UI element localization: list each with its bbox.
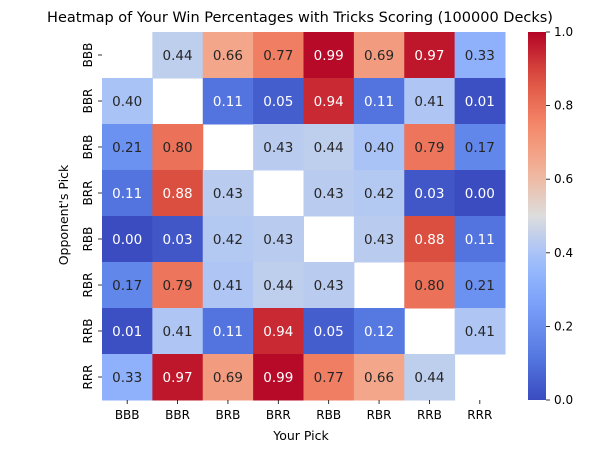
x-axis-label: Your Pick	[272, 428, 329, 443]
x-axis-ticks: BBB BBR BRB BRR RBB RBR RRB RRR	[115, 400, 492, 422]
cell-value-label: 0.88	[414, 232, 444, 248]
y-tick-label: RRR	[81, 364, 95, 389]
cell-value-label: 0.44	[263, 278, 293, 294]
cell-value-label: 0.99	[263, 370, 293, 386]
cell-value-label: 0.43	[263, 140, 293, 156]
cell-value-label: 0.41	[163, 324, 193, 340]
cell-value-label: 0.33	[465, 48, 495, 64]
cell-value-label: 0.88	[163, 186, 193, 202]
cell-value-label: 0.43	[314, 278, 344, 294]
cell-value-label: 0.66	[213, 48, 243, 64]
cell-value-label: 0.43	[314, 186, 344, 202]
cell-value-label: 0.77	[263, 48, 293, 64]
cell-value-label: 0.80	[414, 278, 444, 294]
cell-value-label: 0.21	[112, 140, 142, 156]
cell-value-label: 0.44	[414, 370, 444, 386]
y-tick-label: BRB	[81, 135, 95, 160]
y-tick-label: BRR	[81, 181, 95, 206]
y-tick-label: RBR	[81, 273, 95, 298]
cell-value-label: 0.11	[364, 94, 394, 110]
cell-value-label: 0.11	[213, 324, 243, 340]
cell-value-label: 0.43	[364, 232, 394, 248]
colorbar-gradient	[528, 32, 546, 400]
cell-value-label: 0.79	[163, 278, 193, 294]
cell-value-label: 0.43	[213, 186, 243, 202]
cell-value-label: 0.11	[213, 94, 243, 110]
heatmap-cells: 0.44 0.66 0.77 0.99 0.69 0.97 0.33 0.40 0.11 0.05…	[102, 32, 506, 401]
cell-value-label: 0.94	[263, 324, 293, 340]
cell-value-label: 0.05	[314, 324, 344, 340]
cell-value-label: 0.00	[112, 232, 142, 248]
cell-value-label: 0.17	[465, 140, 495, 156]
cell-value-label: 0.03	[163, 232, 193, 248]
x-tick-label: BRB	[216, 408, 241, 422]
x-tick-label: RRR	[467, 408, 492, 422]
colorbar-tick-label: 0.2	[554, 319, 573, 333]
cell-value-label: 0.66	[364, 370, 394, 386]
y-tick-label: BBB	[81, 43, 95, 68]
cell-value-label: 0.03	[414, 186, 444, 202]
cell-value-label: 0.80	[163, 140, 193, 156]
cell-value-label: 0.94	[314, 94, 344, 110]
cell-value-label: 0.17	[112, 278, 142, 294]
cell-value-label: 0.99	[314, 48, 344, 64]
cell-value-label: 0.41	[465, 324, 495, 340]
colorbar-tick-label: 0.6	[554, 172, 573, 186]
cell-value-label: 0.69	[364, 48, 394, 64]
cell-value-label: 0.43	[263, 232, 293, 248]
cell-value-label: 0.44	[314, 140, 344, 156]
cell-value-label: 0.00	[465, 186, 495, 202]
cell-value-label: 0.42	[213, 232, 243, 248]
cell-value-label: 0.01	[465, 94, 495, 110]
cell-value-label: 0.42	[364, 186, 394, 202]
cell-value-label: 0.40	[364, 140, 394, 156]
cell-value-label: 0.11	[465, 232, 495, 248]
cell-value-label: 0.41	[213, 278, 243, 294]
y-tick-label: BBR	[81, 89, 95, 114]
x-tick-label: RBB	[316, 408, 341, 422]
x-tick-label: BRR	[266, 408, 291, 422]
cell-value-label: 0.97	[163, 370, 193, 386]
colorbar-tick-label: 1.0	[554, 25, 573, 39]
chart-title: Heatmap of Your Win Percentages with Tri…	[47, 10, 553, 26]
cell-value-label: 0.21	[465, 278, 495, 294]
cell-value-label: 0.01	[112, 324, 142, 340]
cell-value-label: 0.69	[213, 370, 243, 386]
y-tick-label: RBB	[81, 227, 95, 252]
cell-value-label: 0.97	[414, 48, 444, 64]
cell-value-label: 0.33	[112, 370, 142, 386]
x-tick-label: BBR	[165, 408, 190, 422]
cell-value-label: 0.77	[314, 370, 344, 386]
colorbar-tick-label: 0.8	[554, 99, 573, 113]
colorbar: 0.0 0.2 0.4 0.6 0.8 1.0	[528, 25, 573, 407]
colorbar-tick-label: 0.4	[554, 246, 573, 260]
y-axis-label: Opponent's Pick	[56, 164, 71, 265]
cell-value-label: 0.12	[364, 324, 394, 340]
x-tick-label: BBB	[115, 408, 140, 422]
colorbar-tick-label: 0.0	[554, 393, 573, 407]
cell-value-label: 0.41	[414, 94, 444, 110]
y-tick-label: RRB	[81, 319, 95, 344]
cell-value-label: 0.40	[112, 94, 142, 110]
cell-value-label: 0.05	[263, 94, 293, 110]
x-tick-label: RRB	[417, 408, 442, 422]
cell-value-label: 0.44	[163, 48, 193, 64]
cell-value-label: 0.79	[414, 140, 444, 156]
x-tick-label: RBR	[367, 408, 392, 422]
y-axis-ticks: BBB BBR BRB BRR RBB RBR RRB RRR	[81, 43, 102, 390]
cell-value-label: 0.11	[112, 186, 142, 202]
